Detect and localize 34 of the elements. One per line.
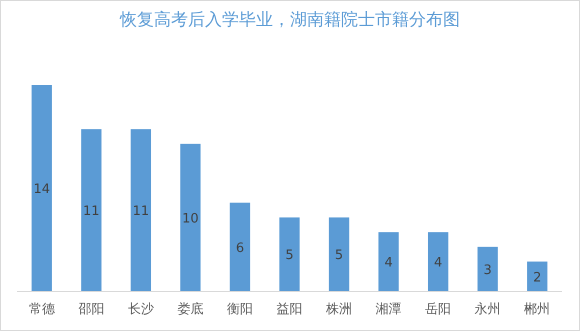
bar (428, 232, 448, 291)
data-label: 11 (132, 204, 150, 220)
bar (527, 262, 548, 291)
bar (328, 217, 350, 291)
x-tick-label: 常德 (28, 302, 55, 317)
bar (478, 246, 498, 291)
bar (32, 85, 52, 291)
data-label: 11 (83, 204, 100, 220)
x-tick-label: 益阳 (276, 302, 302, 317)
data-label: 2 (533, 270, 542, 286)
data-label: 10 (182, 211, 199, 226)
chart-title: 恢复高考后入学毕业，湖南籍院士市籍分布图 (119, 10, 460, 30)
x-tick-label: 衡阳 (226, 302, 253, 317)
bar (130, 129, 152, 291)
bar (81, 129, 102, 291)
x-tick-label: 郴州 (524, 302, 550, 317)
bar (378, 232, 399, 291)
data-label: 14 (34, 182, 50, 197)
data-label: 5 (285, 248, 294, 264)
data-label: 5 (334, 248, 344, 264)
data-label: 4 (434, 256, 442, 271)
bar (180, 144, 201, 291)
x-tick-label: 湘潭 (376, 302, 402, 317)
x-tick-label: 株洲 (325, 302, 352, 317)
x-tick-label: 永州 (474, 301, 501, 317)
x-tick-label: 娄底 (177, 302, 204, 317)
bar (279, 217, 300, 291)
data-label: 4 (384, 256, 393, 271)
bar (230, 202, 250, 291)
x-tick-label: 长沙 (128, 302, 154, 317)
data-label: 3 (484, 262, 492, 278)
x-tick-label: 邵阳 (78, 302, 104, 317)
data-label: 6 (236, 240, 244, 256)
x-tick-label: 岳阳 (425, 302, 452, 317)
